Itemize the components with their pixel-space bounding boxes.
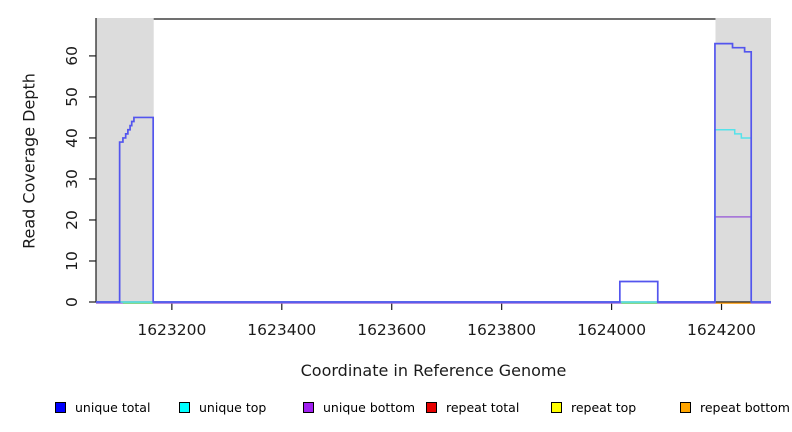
legend-swatch: [426, 401, 437, 413]
legend-item-repeat-bottom: repeat bottom: [680, 399, 790, 415]
x-tick-label: 1623400: [247, 321, 316, 339]
y-tick-label: 30: [63, 169, 81, 189]
x-tick-label: 1623600: [357, 321, 426, 339]
legend-label: repeat bottom: [700, 399, 790, 415]
legend-item-unique-bottom: unique bottom: [303, 399, 415, 415]
shaded-region: [715, 18, 771, 302]
plot-area: 1623200 1623400 1623600 1623800 1624000 16242…: [63, 18, 771, 339]
y-axis-label: Read Coverage Depth: [19, 73, 39, 249]
x-axis-label: Coordinate in Reference Genome: [300, 361, 567, 380]
legend-item-repeat-top: repeat top: [551, 399, 636, 415]
y-tick-label: 10: [63, 251, 81, 271]
y-tick-label: 50: [63, 87, 81, 107]
series-unique-top: [96, 128, 771, 303]
legend-label: unique top: [199, 399, 267, 415]
legend-swatch: [179, 401, 190, 413]
series-unique-bottom: [96, 216, 771, 304]
legend-label: repeat top: [571, 399, 637, 415]
x-tick-label: 1624200: [687, 321, 756, 339]
legend-item-unique-top: unique top: [179, 399, 266, 415]
legend-label: repeat total: [446, 399, 520, 415]
legend-item-unique-total: unique total: [55, 399, 150, 415]
y-tick-label: 40: [63, 128, 81, 148]
legend-swatch: [303, 401, 314, 413]
x-tick-label: 1624000: [577, 321, 646, 339]
y-tick-label: 20: [63, 210, 81, 230]
y-tick-label: 60: [63, 46, 81, 66]
series-unique-total: [96, 42, 771, 303]
y-tick-label: 0: [63, 297, 81, 307]
legend-label: unique bottom: [323, 399, 416, 415]
shaded-region: [96, 18, 154, 302]
legend-swatch: [55, 401, 66, 413]
legend-swatch: [551, 401, 562, 413]
legend-swatch: [680, 401, 691, 413]
legend-label: unique total: [75, 399, 151, 415]
legend-item-repeat-total: repeat total: [426, 399, 519, 415]
x-tick-label: 1623200: [137, 321, 206, 339]
x-tick-label: 1623800: [467, 321, 536, 339]
